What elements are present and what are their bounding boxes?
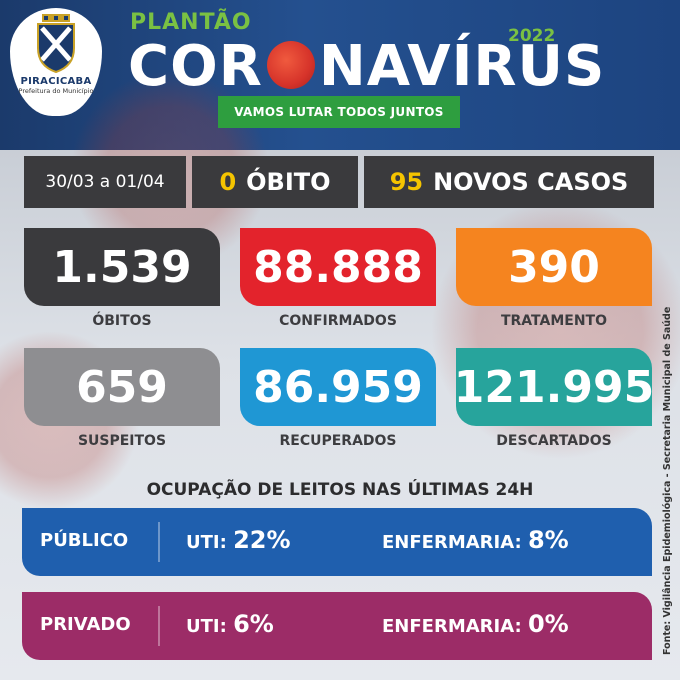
- stat-value: 390: [508, 241, 600, 293]
- stat-label: DESCARTADOS: [496, 433, 612, 449]
- city-logo: PIRACICABA Prefeitura do Município: [10, 8, 102, 116]
- city-subtitle: Prefeitura do Município: [18, 87, 94, 95]
- uti-label: UTI:: [186, 532, 227, 553]
- new-cases-summary-box: 95 NOVOS CASOS: [364, 156, 654, 208]
- divider: [158, 522, 160, 562]
- kicker-title: PLANTÃO: [130, 10, 252, 35]
- stat-card-confirmed: 88.888: [240, 228, 436, 306]
- stat-label: CONFIRMADOS: [279, 313, 397, 329]
- ward-value: 8%: [527, 526, 569, 554]
- main-title: COR NAVÍRUS: [128, 34, 605, 99]
- stat-card-deaths: 1.539: [24, 228, 220, 306]
- coat-of-arms-icon: [37, 14, 75, 74]
- uti-value: 6%: [233, 610, 274, 638]
- stat-card-discarded: 121.995: [453, 348, 655, 426]
- occupancy-public-name: PÚBLICO: [40, 530, 129, 551]
- new-cases-count: 95: [389, 168, 424, 196]
- deaths-summary-box: 0 ÓBITO: [192, 156, 358, 208]
- occupancy-private-name: PRIVADO: [40, 614, 131, 635]
- stat-card-treatment: 390: [456, 228, 652, 306]
- occupancy-title: OCUPAÇÃO DE LEITOS NAS ÚLTIMAS 24H: [146, 480, 534, 500]
- year-label: 2022: [508, 26, 556, 46]
- deaths-label: ÓBITO: [246, 168, 331, 196]
- stat-value: 1.539: [52, 241, 192, 293]
- stat-value: 88.888: [253, 241, 423, 293]
- stat-value: 659: [76, 361, 168, 413]
- stat-label: ÓBITOS: [92, 313, 152, 329]
- period-text: 30/03 a 01/04: [45, 172, 165, 192]
- stat-card-recovered: 86.959: [240, 348, 436, 426]
- stat-value: 86.959: [253, 361, 423, 413]
- new-cases-label: NOVOS CASOS: [433, 168, 629, 196]
- ward-value: 0%: [527, 610, 569, 638]
- ward-label: ENFERMARIA:: [382, 532, 522, 553]
- ward-label: ENFERMARIA:: [382, 616, 522, 637]
- stat-value: 121.995: [453, 361, 655, 413]
- title-part-1: COR: [128, 34, 263, 99]
- occupancy-public-ward: ENFERMARIA: 8%: [382, 526, 569, 554]
- stat-card-suspects: 659: [24, 348, 220, 426]
- occupancy-private-row: PRIVADO UTI: 6% ENFERMARIA: 0%: [22, 592, 652, 660]
- occupancy-private-ward: ENFERMARIA: 0%: [382, 610, 569, 638]
- period-box: 30/03 a 01/04: [24, 156, 186, 208]
- uti-value: 22%: [233, 526, 291, 554]
- virus-icon: [266, 41, 315, 89]
- stat-label: TRATAMENTO: [500, 313, 608, 329]
- stat-label: SUSPEITOS: [77, 433, 167, 449]
- slogan-text: VAMOS LUTAR TODOS JUNTOS: [234, 105, 444, 119]
- stat-label: RECUPERADOS: [279, 433, 397, 449]
- occupancy-public-uti: UTI: 22%: [186, 526, 291, 554]
- source-credit: Fonte: Vigilância Epidemiológica - Secre…: [662, 306, 673, 655]
- city-name: PIRACICABA: [20, 76, 92, 87]
- divider: [158, 606, 160, 646]
- title-part-2: NAVÍRUS: [318, 34, 606, 99]
- occupancy-public-row: PÚBLICO UTI: 22% ENFERMARIA: 8%: [22, 508, 652, 576]
- slogan-banner: VAMOS LUTAR TODOS JUNTOS: [218, 96, 460, 128]
- occupancy-private-uti: UTI: 6%: [186, 610, 274, 638]
- uti-label: UTI:: [186, 616, 227, 637]
- deaths-count: 0: [219, 168, 237, 196]
